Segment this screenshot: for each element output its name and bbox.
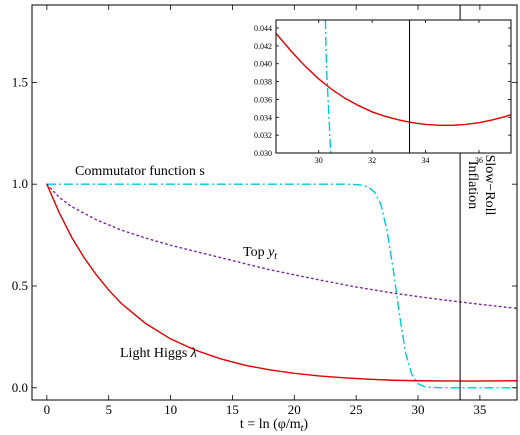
inset-xtick-label: 36 [475, 156, 483, 165]
inset-ytick-label: 0.042 [254, 42, 272, 51]
main-xtick-label: 10 [164, 402, 177, 417]
inset-xtick-label: 34 [422, 156, 430, 165]
x-axis-title: t = ln (φ/mt) [240, 417, 308, 434]
main-xtick-label: 0 [44, 402, 51, 417]
main-plot: 0 5 10 15 20 25 30 35 0.0 0.5 1.0 1.5 Commutator fu… [12, 4, 518, 434]
slow-roll-label-line1: Slow−Roll [482, 155, 497, 216]
main-ytick-label: 1.0 [12, 176, 28, 191]
inset-xtick-label: 30 [315, 156, 323, 165]
main-series-2 [46, 183, 518, 382]
inset-series-0 [275, 32, 512, 127]
inset-series-group [275, 19, 512, 154]
main-ticks-group: 0 5 10 15 20 25 30 35 0.0 0.5 1.0 1.5 [12, 5, 517, 417]
annotation-commutator: Commutator function s [75, 164, 205, 179]
main-plot-frame [31, 4, 518, 401]
main-ytick-label: 0.5 [12, 278, 28, 293]
inset-ticks-group: 30 32 34 36 0.030 0.032 0.034 0.036 0.038 0.040 0.… [254, 20, 511, 165]
slow-roll-label: Slow−Roll Inflation [465, 155, 497, 216]
inset-plot: 30 32 34 36 0.030 0.032 0.034 0.036 0.038 0.040 0.… [254, 19, 512, 165]
inset-ytick-label: 0.040 [254, 60, 272, 69]
main-xtick-label: 35 [473, 402, 486, 417]
main-xtick-label: 25 [350, 402, 363, 417]
inset-ytick-label: 0.030 [254, 149, 272, 158]
slow-roll-label-line2: Inflation [465, 161, 480, 209]
inset-background [276, 20, 511, 153]
main-xtick-label: 30 [412, 402, 425, 417]
main-series-1 [46, 183, 518, 310]
main-xtick-label: 5 [105, 402, 112, 417]
main-series-0 [46, 183, 517, 389]
main-ytick-label: 0.0 [12, 380, 28, 395]
annotation-light-higgs: Light Higgs λ [120, 346, 197, 361]
main-ytick-label: 1.5 [12, 74, 28, 89]
inset-ytick-label: 0.044 [254, 24, 272, 33]
inset-series-1 [324, 19, 332, 154]
inset-ytick-label: 0.036 [254, 95, 272, 104]
inset-ytick-label: 0.032 [254, 131, 272, 140]
inset-ytick-label: 0.038 [254, 78, 272, 87]
inset-ytick-label: 0.034 [254, 113, 272, 122]
main-series-group [46, 183, 518, 389]
inset-xtick-label: 32 [368, 156, 376, 165]
annotation-top-yt: Top yt [243, 245, 277, 262]
main-xtick-label: 15 [226, 402, 239, 417]
main-xtick-label: 20 [288, 402, 301, 417]
inset-frame [275, 19, 512, 154]
